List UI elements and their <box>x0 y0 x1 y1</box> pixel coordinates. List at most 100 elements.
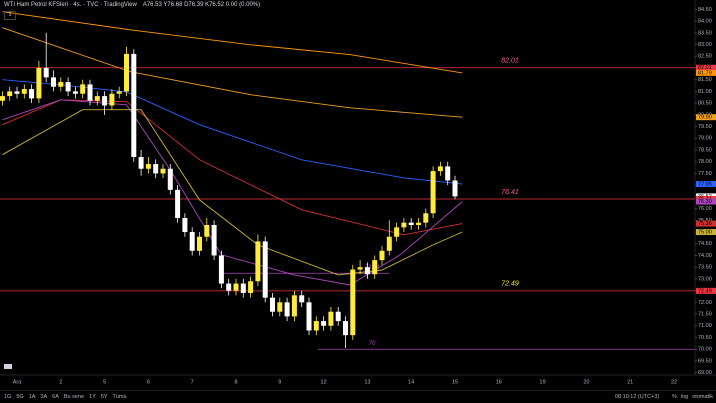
range-button[interactable]: 1A <box>28 394 36 400</box>
price-tag <box>696 64 716 71</box>
candle-body <box>138 157 144 169</box>
symbol-title[interactable]: WTI Ham Petrol KFSleri · 4s. · TVC · Tra… <box>4 2 137 8</box>
range-button[interactable]: 1G <box>4 394 12 400</box>
y-tick-label: 70.50 <box>698 335 712 341</box>
candle-body <box>153 164 159 174</box>
candle-body <box>21 89 27 94</box>
scale-option[interactable]: % <box>672 394 677 400</box>
price-tag <box>696 114 716 121</box>
y-tick-label: 72.00 <box>698 300 712 306</box>
y-tick-label: 84.50 <box>698 7 712 13</box>
candle-body <box>72 91 78 94</box>
y-tick-label: 69.50 <box>698 358 712 364</box>
candle-body <box>109 93 115 106</box>
x-tick-label: 20 <box>583 379 589 385</box>
price-tag <box>696 198 716 205</box>
candle-body <box>87 84 93 101</box>
y-tick-label: 81.00 <box>698 89 712 95</box>
scale-option[interactable]: otomatik <box>692 394 714 400</box>
candle-body <box>182 217 188 233</box>
indicator-count[interactable]: 3 <box>4 11 16 20</box>
x-tick-label: 22 <box>671 379 677 385</box>
candle-body <box>211 225 217 256</box>
candle-body <box>452 180 458 197</box>
y-tick-label: 73.50 <box>698 265 712 271</box>
candle-body <box>29 89 35 99</box>
candle-body <box>343 321 348 336</box>
range-button[interactable]: 6A <box>52 394 59 400</box>
x-tick-label: 2 <box>59 379 62 385</box>
x-tick-label: 9 <box>278 379 281 385</box>
candle-body <box>233 283 239 291</box>
price-tag-label: 75.36 <box>698 221 712 227</box>
y-tick-label: 79.00 <box>698 136 712 142</box>
candle-body <box>226 283 232 291</box>
price-tag-label: 76.30 <box>698 199 712 205</box>
candle-body <box>80 84 86 94</box>
ma-line <box>2 79 463 185</box>
candle-body <box>145 164 151 169</box>
price-tag <box>696 180 716 187</box>
y-tick-label: 78.00 <box>698 159 712 165</box>
range-button[interactable]: Bu sene <box>63 394 85 400</box>
candle-body <box>401 222 407 228</box>
range-button[interactable]: 5Y <box>100 394 108 400</box>
price-tag <box>696 220 716 227</box>
x-tick-label: 6 <box>147 379 150 385</box>
clock[interactable]: 08:10:12 (UTC+3) <box>615 394 660 400</box>
candle-body <box>277 302 283 312</box>
candle-body <box>124 53 129 92</box>
candle-body <box>416 222 421 225</box>
bottom-toolbar: 1G 5G 1A 3A 6A Bu sene 1Y 5Y Tümü 08:10:12 (UTC+… <box>0 390 716 403</box>
candle-body <box>386 236 392 251</box>
x-tick-label: 8 <box>234 379 237 385</box>
candle-body <box>36 67 42 99</box>
y-tick-label: 83.50 <box>698 30 712 36</box>
candle-body <box>335 311 341 322</box>
x-tick-label: 14 <box>408 379 414 385</box>
candle-body <box>372 260 378 275</box>
range-button[interactable]: 1Y <box>89 394 96 400</box>
tv-logo <box>4 364 12 369</box>
x-tick-label: 15 <box>452 379 458 385</box>
x-tick-label: 5 <box>103 379 106 385</box>
price-tag <box>696 69 716 76</box>
range-button[interactable]: 5G <box>16 394 24 400</box>
candle-body <box>357 267 363 270</box>
y-tick-label: 80.50 <box>698 101 712 107</box>
candle-body <box>43 67 49 78</box>
candle-body <box>299 295 305 303</box>
range-button[interactable]: 3A <box>40 394 48 400</box>
candle-body <box>65 82 71 92</box>
candle-body <box>204 225 210 237</box>
candle-body <box>189 232 195 251</box>
price-tag <box>696 229 716 236</box>
candle-body <box>262 241 268 298</box>
price-tag-label: 75.00 <box>698 229 712 235</box>
candle-body <box>284 302 290 317</box>
price-level-label: 76.41 <box>501 189 519 196</box>
candle-body <box>102 96 108 106</box>
x-tick-label: 21 <box>627 379 633 385</box>
price-tag-label: 79.90 <box>698 115 712 121</box>
candle-body <box>350 269 356 336</box>
candle-body <box>423 213 429 223</box>
price-tag-label: 77.05 <box>698 181 712 187</box>
candle-body <box>175 189 181 218</box>
candle-body <box>408 222 414 225</box>
candle-body <box>58 82 64 87</box>
candle-body <box>328 311 334 326</box>
candle-body <box>394 227 400 237</box>
x-tick-label: 7 <box>191 379 194 385</box>
y-tick-label: 71.00 <box>698 323 712 329</box>
price-tag-label: 82.01 <box>698 65 712 71</box>
ohlc-readout: A76.53 Y76.68 D76.39 K76.52 0.00 (0.00%) <box>142 2 261 8</box>
range-button[interactable]: Tümü <box>112 394 127 400</box>
scale-options: % log otomatik <box>668 394 713 400</box>
y-tick-label: 84.00 <box>698 19 712 25</box>
candle-body <box>240 283 246 293</box>
y-tick-label: 73.00 <box>698 276 712 282</box>
scale-option[interactable]: log <box>680 394 689 400</box>
candle-body <box>364 267 370 275</box>
